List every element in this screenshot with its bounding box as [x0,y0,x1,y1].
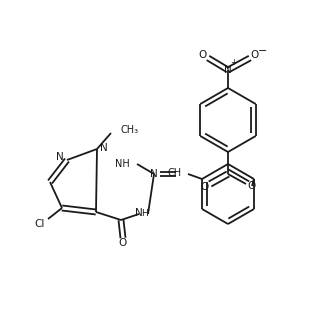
Text: O: O [251,50,259,60]
Text: N: N [56,152,64,162]
Text: N: N [224,65,232,75]
Text: H: H [142,208,149,217]
Text: O: O [119,238,127,248]
Text: N: N [135,208,143,218]
Text: +: + [230,57,237,66]
Text: N: N [150,169,158,179]
Text: O: O [248,181,256,191]
Text: Cl: Cl [35,219,45,229]
Text: −: − [258,46,268,56]
Text: CH: CH [168,168,182,178]
Text: NH: NH [115,159,130,169]
Text: O: O [199,50,207,60]
Text: O: O [201,182,209,192]
Text: CH₃: CH₃ [121,125,139,135]
Text: N: N [100,143,108,153]
